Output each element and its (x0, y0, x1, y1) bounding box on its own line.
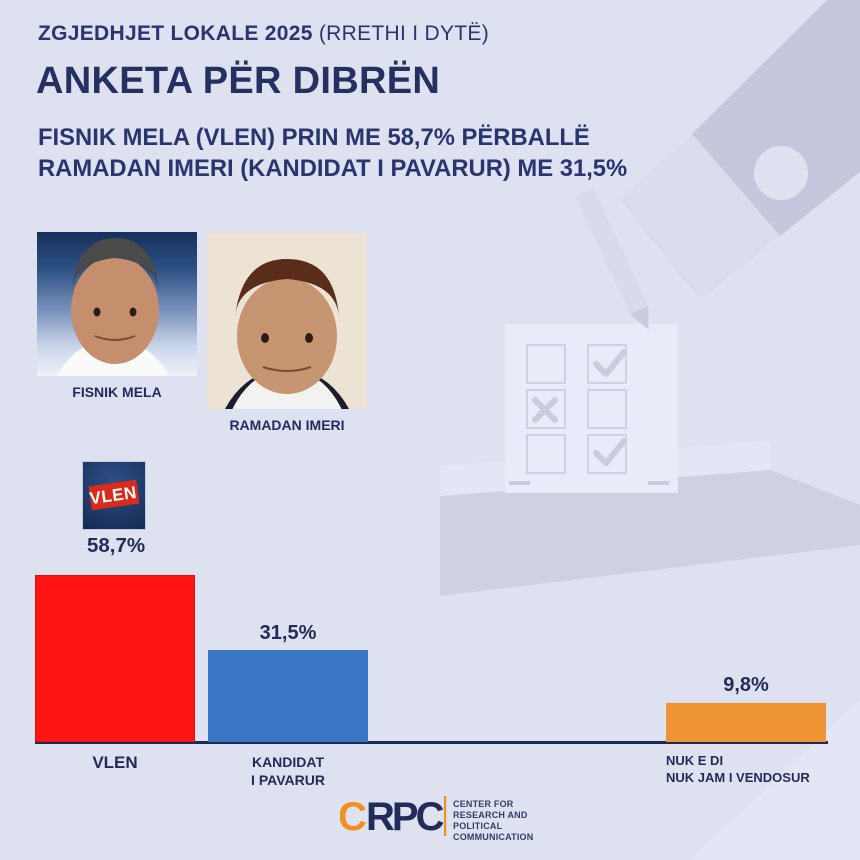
svg-text:RPC: RPC (366, 795, 444, 839)
svg-text:POLITICAL: POLITICAL (453, 821, 503, 831)
svg-text:RESEARCH AND: RESEARCH AND (453, 810, 528, 820)
svg-text:C: C (340, 795, 366, 839)
svg-text:COMMUNICATION: COMMUNICATION (453, 832, 533, 840)
svg-text:CENTER FOR: CENTER FOR (453, 799, 514, 809)
